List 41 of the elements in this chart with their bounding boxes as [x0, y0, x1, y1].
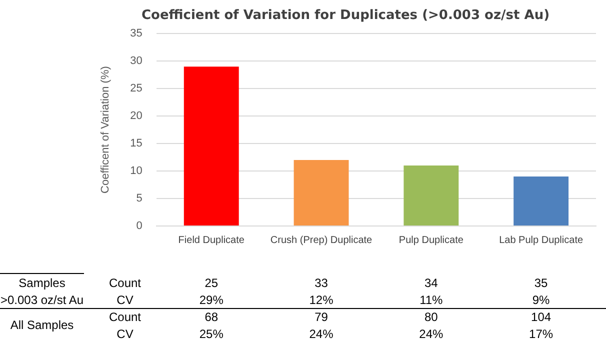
data-label: 12%: [309, 293, 334, 307]
data-label: 29%: [199, 293, 224, 307]
y-axis-title: Coefficent of Variation (%): [100, 66, 112, 194]
text: 25%: [199, 327, 224, 341]
data-label: 9%: [532, 293, 550, 307]
y-tick-label: 15: [130, 138, 142, 150]
text: Count: [108, 310, 142, 324]
data-label: 11%: [420, 293, 443, 307]
y-tick-label: 0: [136, 220, 142, 232]
y-tick-label: 25: [130, 82, 142, 95]
bar: [514, 176, 569, 226]
y-tick-label: 20: [130, 110, 142, 122]
x-tick-label: Field Duplicate: [178, 234, 245, 246]
text: 25: [204, 276, 218, 290]
text: 17%: [529, 327, 554, 341]
text: CV: [116, 327, 134, 341]
x-tick-label: Pulp Duplicate: [398, 234, 464, 246]
y-tick-label: 10: [130, 165, 142, 178]
text: 24%: [419, 327, 444, 341]
text: 79: [314, 310, 328, 324]
text: 80: [424, 310, 438, 324]
bar: [404, 166, 459, 226]
text: Samples: [18, 276, 66, 290]
bar: [294, 160, 349, 226]
y-tick-label: 5: [136, 192, 142, 205]
text: Count: [108, 276, 142, 290]
x-tick-label: Crush (Prep) Duplicate: [270, 234, 373, 246]
y-tick-label: 35: [130, 28, 142, 40]
text: 104: [531, 310, 552, 324]
text: 24%: [309, 327, 334, 341]
text: 35: [534, 276, 548, 290]
y-tick-label: 30: [130, 55, 142, 68]
bar: [184, 66, 239, 226]
text: 68: [204, 310, 218, 324]
x-tick-label: Lab Pulp Duplicate: [499, 234, 584, 246]
text: All Samples: [10, 318, 74, 332]
text: >0.003 oz/st Au: [0, 293, 84, 307]
text: 34: [424, 276, 438, 290]
chart-title: Coefficient of Variation for Duplicates (>0.003 oz/st Au): [141, 8, 550, 24]
text: CV: [116, 293, 134, 307]
text: 33: [314, 276, 328, 290]
